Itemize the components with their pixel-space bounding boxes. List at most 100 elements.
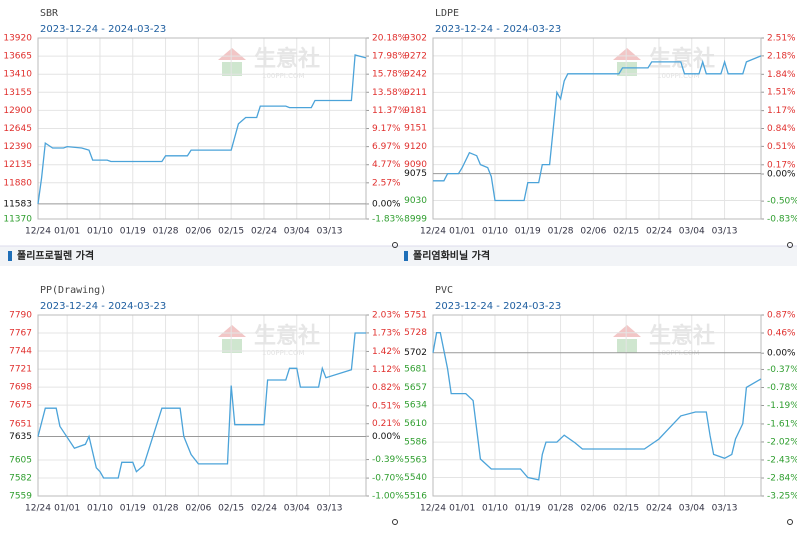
- y2-tick-label: 0.21%: [372, 419, 401, 429]
- y-tick-label: 7651: [9, 419, 32, 429]
- y-tick-label: 7559: [9, 492, 32, 502]
- y2-tick-label: 0.84%: [767, 124, 796, 134]
- y2-tick-label: -1.61%: [767, 419, 797, 429]
- y-tick-label: 9151: [404, 124, 427, 134]
- y2-tick-label: -0.83%: [767, 215, 797, 225]
- scroll-handle: [392, 519, 398, 525]
- x-tick-label: 02/24: [251, 504, 277, 514]
- watermark-logo: [218, 48, 246, 60]
- x-tick-label: 02/15: [218, 227, 244, 237]
- y-tick-label: 13155: [3, 88, 32, 98]
- x-tick-label: 02/24: [646, 227, 672, 237]
- y2-tick-label: 15.78%: [372, 70, 407, 80]
- watermark-logo: [222, 339, 242, 353]
- y2-tick-label: 1.73%: [372, 328, 401, 338]
- x-tick-label: 01/10: [482, 504, 508, 514]
- y2-tick-label: 0.87%: [767, 311, 796, 321]
- x-tick-label: 01/01: [449, 227, 475, 237]
- baseline-label: 5702: [404, 348, 427, 358]
- y2-tick-label: -1.19%: [767, 401, 797, 411]
- y2-tick-label: 2.03%: [372, 311, 401, 321]
- x-tick-label: 03/04: [284, 504, 310, 514]
- watermark: 100PPI.COM: [262, 349, 305, 357]
- y-tick-label: 8999: [404, 215, 427, 225]
- x-tick-label: 01/28: [548, 504, 574, 514]
- y2-tick-label: 2.51%: [767, 34, 796, 44]
- plot-frame: [37, 314, 367, 497]
- x-tick-label: 03/13: [712, 504, 738, 514]
- plot-frame: [432, 37, 762, 220]
- x-tick-label: 01/19: [120, 227, 146, 237]
- price-line: [37, 54, 367, 204]
- scroll-handle: [392, 242, 398, 248]
- price-line: [432, 332, 762, 481]
- y-tick-label: 5563: [404, 455, 427, 465]
- chart-title: LDPE: [435, 8, 459, 19]
- y2-tick-label: 1.42%: [372, 347, 401, 357]
- x-tick-label: 02/06: [185, 227, 211, 237]
- y2-tick-label: 20.18%: [372, 34, 407, 44]
- watermark: 生意社: [254, 46, 320, 72]
- section-strip: [0, 246, 797, 266]
- y2-tick-label: 0.17%: [767, 160, 796, 170]
- y2-tick-label: 0.46%: [767, 329, 796, 339]
- x-tick-label: 03/04: [284, 227, 310, 237]
- x-tick-label: 03/04: [679, 504, 705, 514]
- y2-tick-label: 0.00%: [767, 170, 796, 180]
- x-tick-label: 01/28: [153, 504, 179, 514]
- y2-tick-label: -1.00%: [372, 492, 404, 502]
- y2-tick-label: 0.00%: [372, 199, 401, 209]
- y-tick-label: 13920: [3, 34, 32, 44]
- y-tick-label: 9272: [404, 51, 427, 61]
- y2-tick-label: 17.98%: [372, 52, 407, 62]
- chart-title: PP(Drawing): [40, 285, 106, 296]
- y-tick-label: 7790: [9, 311, 32, 321]
- section-icon: [404, 251, 408, 261]
- y-tick-label: 5586: [404, 438, 427, 448]
- y2-tick-label: 13.58%: [372, 88, 407, 98]
- y2-tick-label: -2.84%: [767, 473, 797, 483]
- y-tick-label: 7721: [9, 365, 32, 375]
- baseline-label: 11583: [3, 199, 32, 209]
- chart-title: PVC: [435, 285, 453, 296]
- y2-tick-label: 0.00%: [767, 349, 796, 359]
- x-tick-label: 02/06: [580, 227, 606, 237]
- y-tick-label: 13665: [3, 52, 32, 62]
- y-tick-label: 5657: [404, 383, 427, 393]
- y2-tick-label: 0.82%: [372, 383, 401, 393]
- section-icon: [8, 251, 12, 261]
- watermark-logo: [222, 62, 242, 76]
- x-tick-label: 12/24: [25, 227, 51, 237]
- y2-tick-label: 0.51%: [372, 401, 401, 411]
- y-tick-label: 7744: [9, 347, 32, 357]
- y2-tick-label: -2.43%: [767, 455, 797, 465]
- y-tick-label: 9120: [404, 142, 427, 152]
- y-tick-label: 9181: [404, 106, 427, 116]
- x-tick-label: 02/06: [580, 504, 606, 514]
- y2-tick-label: 1.84%: [767, 70, 796, 80]
- x-tick-label: 02/24: [646, 504, 672, 514]
- watermark-logo: [613, 325, 641, 337]
- y2-tick-label: 1.12%: [372, 365, 401, 375]
- x-tick-label: 01/10: [87, 227, 113, 237]
- y2-tick-label: 6.97%: [372, 142, 401, 152]
- x-tick-label: 01/01: [449, 504, 475, 514]
- y2-tick-label: -0.70%: [372, 474, 404, 484]
- x-tick-label: 01/19: [120, 504, 146, 514]
- x-tick-label: 01/19: [515, 504, 541, 514]
- x-tick-label: 01/10: [482, 227, 508, 237]
- x-tick-label: 02/24: [251, 227, 277, 237]
- y-tick-label: 9090: [404, 160, 427, 170]
- y-tick-label: 11880: [3, 178, 32, 188]
- x-tick-label: 01/01: [54, 227, 80, 237]
- x-tick-label: 01/19: [515, 227, 541, 237]
- watermark: 100PPI.COM: [262, 72, 305, 80]
- y-tick-label: 5516: [404, 492, 427, 502]
- scroll-handle: [787, 242, 793, 248]
- scroll-handle: [787, 519, 793, 525]
- x-tick-label: 03/04: [679, 227, 705, 237]
- x-tick-label: 02/15: [613, 504, 639, 514]
- y2-tick-label: -1.83%: [372, 215, 404, 225]
- price-line: [433, 55, 762, 202]
- watermark: 100PPI.COM: [657, 72, 700, 80]
